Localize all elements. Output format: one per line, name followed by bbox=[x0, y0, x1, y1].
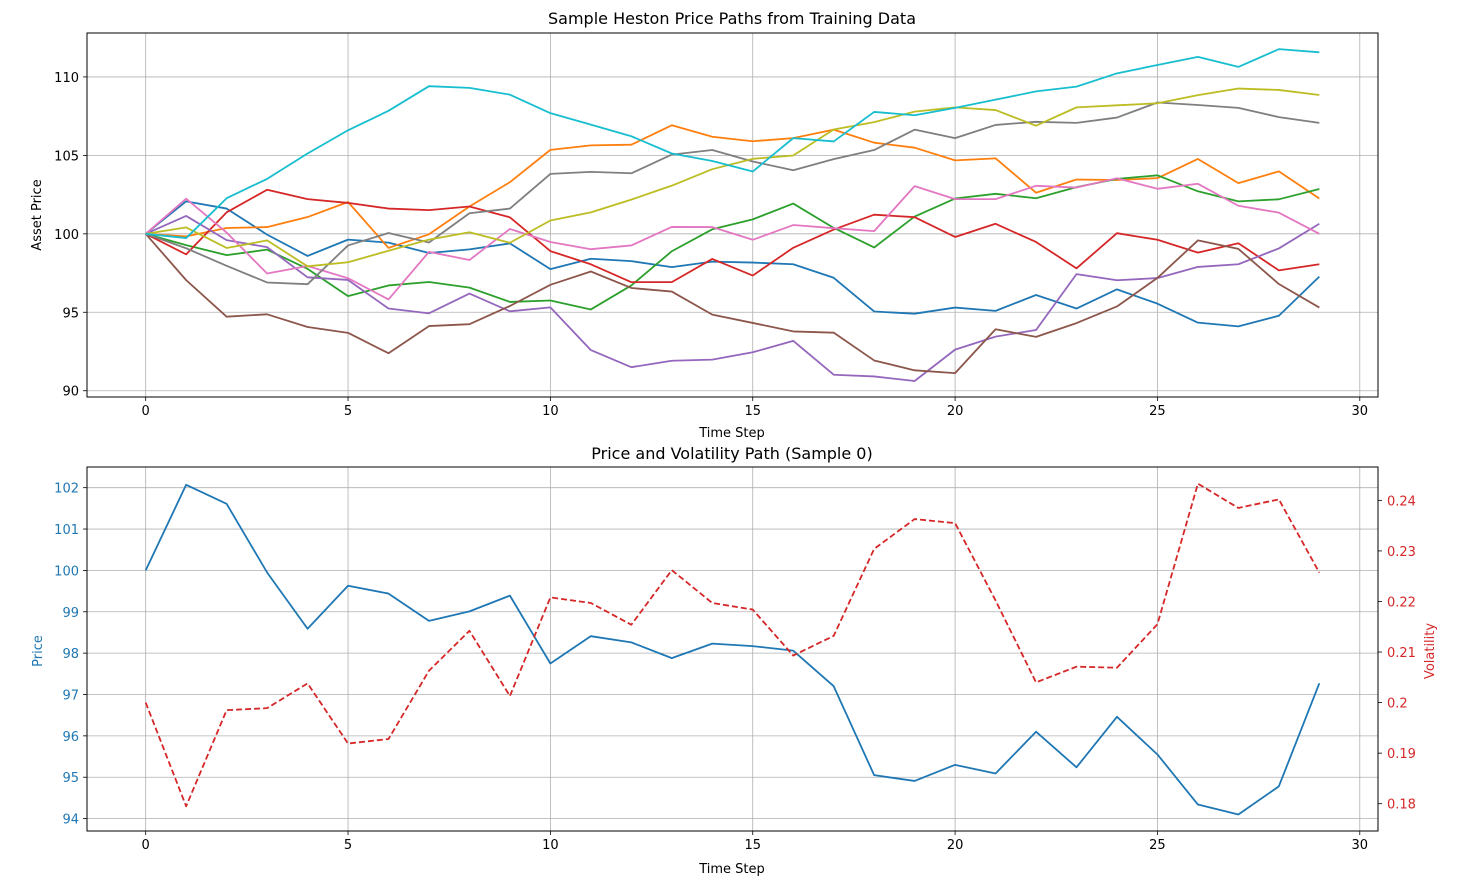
x-tick-label: 20 bbox=[947, 838, 964, 853]
grid bbox=[87, 33, 1378, 397]
price-path-line bbox=[145, 101, 1320, 286]
y-tick-label: 105 bbox=[54, 149, 79, 164]
x-tick-label: 25 bbox=[1149, 404, 1166, 419]
y-axis-ticks-left: 94 95 96 97 98 99 100 101 102 bbox=[54, 482, 87, 828]
x-tick-label: 0 bbox=[142, 838, 150, 853]
x-axis-ticks: 0 5 10 15 20 25 30 bbox=[142, 397, 1369, 419]
grid bbox=[87, 467, 1378, 831]
y-axis-label-right: Volatility bbox=[1423, 623, 1438, 679]
y-axis-ticks: 90 95 100 105 110 bbox=[54, 71, 87, 400]
x-tick-label: 10 bbox=[542, 404, 559, 419]
y-tick-label: 94 bbox=[62, 813, 79, 828]
price-volatility-lines bbox=[144, 482, 1321, 816]
y-right-tick-label: 0.22 bbox=[1387, 595, 1416, 610]
price-path-line bbox=[145, 87, 1320, 268]
x-axis-ticks: 0 5 10 15 20 25 30 bbox=[142, 831, 1369, 853]
y-tick-label: 102 bbox=[54, 482, 79, 497]
y-tick-label: 110 bbox=[54, 71, 79, 86]
y-right-tick-label: 0.23 bbox=[1387, 545, 1416, 560]
y-right-tick-label: 0.2 bbox=[1387, 697, 1408, 712]
price-paths bbox=[145, 48, 1320, 382]
x-axis-label: Time Step bbox=[698, 862, 765, 877]
y-tick-label: 96 bbox=[62, 730, 79, 745]
y-tick-label: 99 bbox=[62, 606, 79, 621]
price-path-line bbox=[145, 188, 1320, 284]
x-tick-label: 5 bbox=[344, 404, 352, 419]
y-tick-label: 98 bbox=[62, 647, 79, 662]
price-line bbox=[144, 483, 1321, 816]
chart-title: Price and Volatility Path (Sample 0) bbox=[591, 444, 872, 463]
x-tick-label: 30 bbox=[1352, 404, 1369, 419]
x-tick-label: 15 bbox=[744, 404, 761, 419]
price-path-line bbox=[145, 48, 1320, 239]
x-tick-label: 0 bbox=[142, 404, 150, 419]
plot-frame bbox=[86, 32, 1379, 398]
x-tick-label: 10 bbox=[542, 838, 559, 853]
y-axis-ticks-right: 0.18 0.19 0.2 0.21 0.22 0.23 0.24 bbox=[1378, 494, 1416, 813]
plot-frame bbox=[86, 466, 1379, 832]
y-tick-label: 97 bbox=[62, 689, 79, 704]
y-right-tick-label: 0.21 bbox=[1387, 646, 1416, 661]
y-right-tick-label: 0.24 bbox=[1387, 494, 1416, 509]
y-axis-label-left: Price bbox=[31, 635, 46, 667]
y-right-tick-label: 0.18 bbox=[1387, 798, 1416, 813]
y-axis-label: Asset Price bbox=[30, 179, 45, 250]
y-tick-label: 101 bbox=[54, 523, 79, 538]
x-tick-label: 15 bbox=[744, 838, 761, 853]
x-tick-label: 20 bbox=[947, 404, 964, 419]
x-axis-label: Time Step bbox=[698, 426, 765, 441]
y-tick-label: 90 bbox=[62, 385, 79, 400]
price-path-line bbox=[145, 215, 1320, 382]
y-tick-label: 100 bbox=[54, 564, 79, 579]
y-tick-label: 95 bbox=[62, 306, 79, 321]
chart-title: Sample Heston Price Paths from Training … bbox=[548, 9, 916, 28]
y-tick-label: 95 bbox=[62, 771, 79, 786]
y-right-tick-label: 0.19 bbox=[1387, 747, 1416, 762]
x-tick-label: 25 bbox=[1149, 838, 1166, 853]
x-tick-label: 5 bbox=[344, 838, 352, 853]
price-paths-chart: 0 5 10 15 20 25 30 90 95 100 105 110 Sample Heston… bbox=[30, 9, 1379, 441]
price-path-line bbox=[145, 177, 1320, 301]
price-path-line bbox=[145, 200, 1320, 328]
price-path-line bbox=[145, 174, 1320, 311]
x-tick-label: 30 bbox=[1352, 838, 1369, 853]
y-tick-label: 100 bbox=[54, 228, 79, 243]
volatility-line bbox=[144, 482, 1321, 808]
price-path-line bbox=[145, 233, 1320, 375]
